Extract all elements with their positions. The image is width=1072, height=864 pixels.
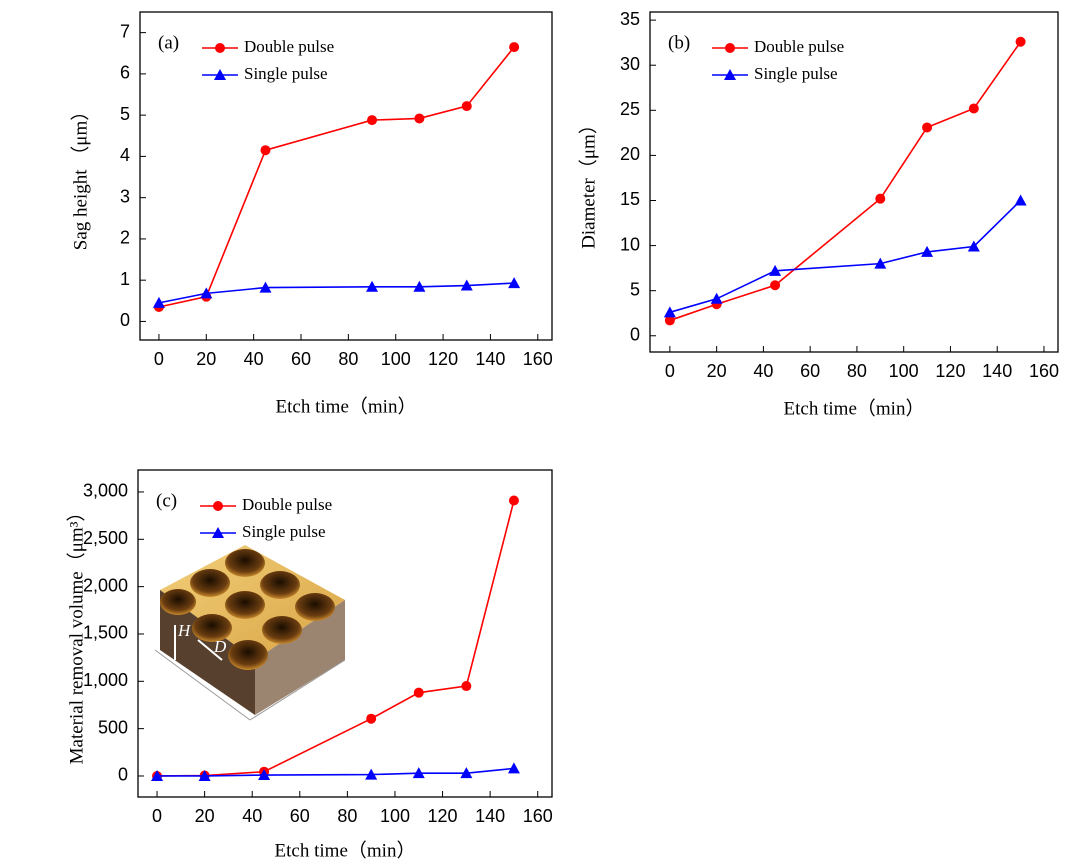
marker <box>461 681 471 691</box>
y-tick-label: 500 <box>98 717 128 737</box>
x-tick-label: 60 <box>290 806 310 826</box>
marker <box>508 762 520 773</box>
y-tick-label: 20 <box>620 144 640 164</box>
marker <box>215 43 225 53</box>
inset-label: H <box>177 621 192 640</box>
legend-label: Single pulse <box>242 522 326 541</box>
x-axis-title: Etch time（min） <box>784 397 925 419</box>
y-tick-label: 2,500 <box>83 528 128 548</box>
marker <box>414 688 424 698</box>
y-tick-label: 1,000 <box>83 670 128 690</box>
marker <box>770 280 780 290</box>
marker <box>260 145 270 155</box>
y-tick-label: 4 <box>120 145 130 165</box>
legend-label: Double pulse <box>244 37 334 56</box>
y-axis-title: Sag height （μm） <box>69 102 91 250</box>
y-tick-label: 25 <box>620 99 640 119</box>
marker <box>366 714 376 724</box>
legend-label: Single pulse <box>754 64 838 83</box>
y-tick-label: 1,500 <box>83 623 128 643</box>
x-tick-label: 0 <box>665 361 675 381</box>
y-tick-label: 0 <box>118 765 128 785</box>
marker <box>213 501 223 511</box>
y-tick-label: 0 <box>120 310 130 330</box>
x-tick-label: 20 <box>707 361 727 381</box>
series-line <box>670 200 1021 312</box>
marker <box>1016 37 1026 47</box>
marker <box>462 101 472 111</box>
y-tick-label: 1 <box>120 269 130 289</box>
x-tick-label: 120 <box>428 349 458 369</box>
x-tick-label: 0 <box>152 806 162 826</box>
x-tick-label: 40 <box>244 349 264 369</box>
y-tick-label: 6 <box>120 63 130 83</box>
marker <box>367 115 377 125</box>
x-tick-label: 60 <box>800 361 820 381</box>
x-tick-label: 100 <box>381 349 411 369</box>
y-tick-label: 5 <box>630 279 640 299</box>
x-tick-label: 0 <box>154 349 164 369</box>
x-tick-label: 20 <box>195 806 215 826</box>
y-tick-label: 3,000 <box>83 481 128 501</box>
x-tick-label: 60 <box>291 349 311 369</box>
x-tick-label: 160 <box>523 806 553 826</box>
legend-label: Double pulse <box>242 495 332 514</box>
y-tick-label: 5 <box>120 104 130 124</box>
marker <box>922 122 932 132</box>
x-tick-label: 140 <box>982 361 1012 381</box>
legend-label: Single pulse <box>244 64 328 83</box>
y-tick-label: 2 <box>120 228 130 248</box>
marker <box>1015 194 1027 205</box>
plot-frame <box>140 12 552 340</box>
marker <box>711 293 723 304</box>
x-tick-label: 40 <box>753 361 773 381</box>
x-tick-label: 80 <box>337 806 357 826</box>
series-line <box>159 47 514 307</box>
panel-label: (a) <box>158 32 179 53</box>
panel-label: (c) <box>156 490 177 511</box>
marker <box>509 495 519 505</box>
marker <box>509 42 519 52</box>
marker <box>414 113 424 123</box>
x-axis-title: Etch time（min） <box>276 395 417 417</box>
x-tick-label: 140 <box>475 349 505 369</box>
marker <box>725 43 735 53</box>
x-tick-label: 100 <box>889 361 919 381</box>
y-tick-label: 35 <box>620 9 640 29</box>
panel-label: (b) <box>668 32 690 53</box>
x-tick-label: 80 <box>847 361 867 381</box>
series-line <box>159 283 514 303</box>
marker <box>875 194 885 204</box>
y-tick-label: 10 <box>620 234 640 254</box>
y-tick-label: 0 <box>630 325 640 345</box>
x-tick-label: 100 <box>380 806 410 826</box>
y-tick-label: 2,000 <box>83 575 128 595</box>
y-tick-label: 30 <box>620 54 640 74</box>
inset-label: D <box>213 637 227 656</box>
y-tick-label: 3 <box>120 186 130 206</box>
marker <box>969 103 979 113</box>
figure: 02040608010012014016001234567Etch time（m… <box>0 0 1072 864</box>
x-tick-label: 160 <box>1029 361 1059 381</box>
legend-label: Double pulse <box>754 37 844 56</box>
y-axis-title: Material removal volume（μm³） <box>65 503 87 765</box>
x-axis-title: Etch time（min） <box>275 839 416 861</box>
series-line <box>670 42 1021 321</box>
y-tick-label: 7 <box>120 21 130 41</box>
x-tick-label: 80 <box>338 349 358 369</box>
x-tick-label: 140 <box>475 806 505 826</box>
x-tick-label: 120 <box>935 361 965 381</box>
x-tick-label: 160 <box>523 349 553 369</box>
x-tick-label: 120 <box>428 806 458 826</box>
y-axis-title: Diameter（μm） <box>577 115 599 249</box>
x-tick-label: 40 <box>242 806 262 826</box>
x-tick-label: 20 <box>196 349 216 369</box>
y-tick-label: 15 <box>620 189 640 209</box>
